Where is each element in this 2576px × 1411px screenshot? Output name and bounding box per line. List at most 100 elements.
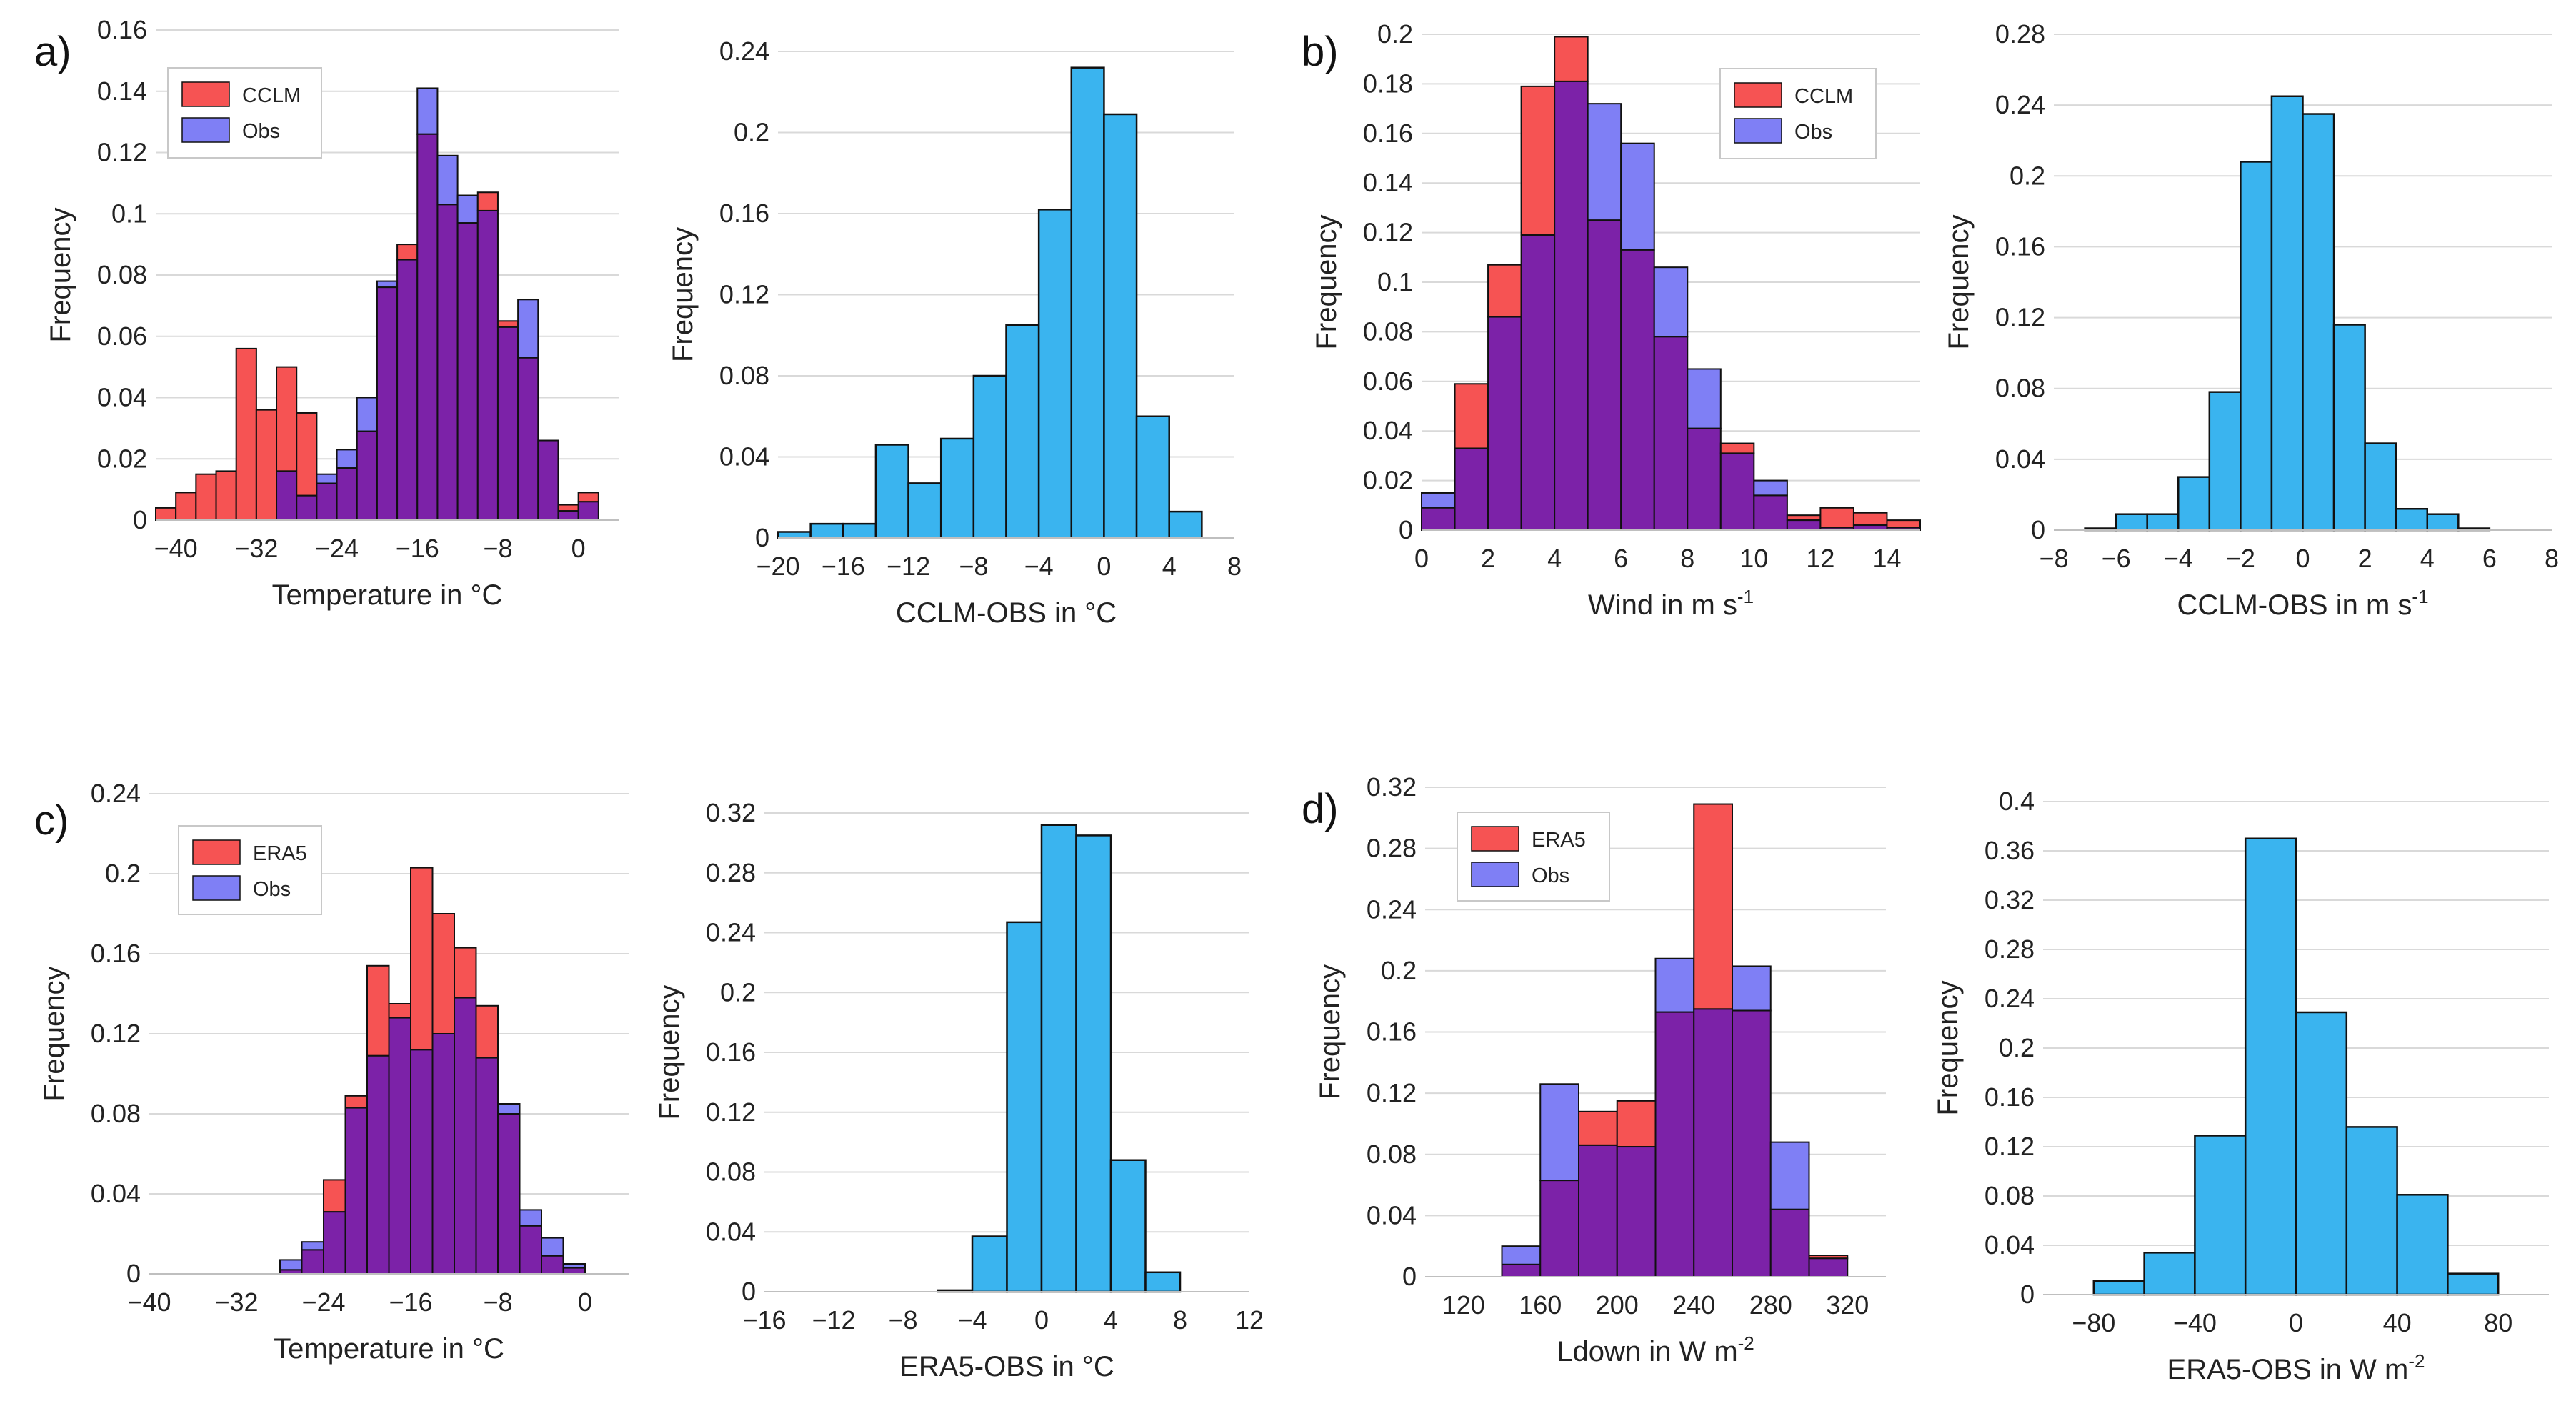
bar-overlap [562,1267,586,1275]
x-tick-label: −4 [2164,544,2193,573]
bar [1005,324,1040,539]
bar [2332,324,2366,532]
bar-excess [1616,1100,1657,1148]
x-tick-label: 0 [1034,1305,1049,1335]
x-tick-label: 280 [1749,1290,1792,1320]
legend-swatch [181,117,230,143]
bar-overlap [1421,507,1456,532]
bar-excess [1769,1141,1810,1210]
y-tick-label: 0.06 [1363,367,1413,396]
y-tick-label: 0.02 [97,444,147,473]
chart-a-left: 0 0.02 0.04 0.06 0.08 0.1 0.12 0.14 0.16 −40 −32 −2… [34,15,619,611]
bar-overlap [1693,1008,1733,1277]
x-tick-label: 0 [571,534,586,563]
x-tick-label: 4 [1162,552,1177,581]
x-tick-label: −12 [887,552,930,581]
bar-overlap [296,494,318,522]
bar-excess [276,366,298,472]
x-tick-label: −16 [396,534,439,563]
y-tick-label: 0 [126,1259,141,1288]
bar-overlap [1687,427,1722,531]
y-tick-label: 0.4 [1999,787,2035,816]
bar-excess [1654,957,1695,1013]
legend-swatch [1471,826,1519,852]
y-tick-label: 0.02 [1363,466,1413,495]
bar-overlap [416,133,439,521]
x-axis-label: CCLM-OBS in m s-1 [2177,586,2428,621]
x-tick-label: 320 [1826,1290,1869,1320]
bar [2244,837,2297,1296]
bar-overlap [497,1113,521,1275]
bar-overlap [1653,336,1689,531]
x-tick-label: 240 [1672,1290,1715,1320]
x-tick-label: −40 [2173,1308,2217,1337]
x-axis-label: CCLM-OBS in °C [896,597,1117,629]
bar [2240,161,2273,532]
bar-excess [475,1004,499,1059]
x-axis-label: ERA5-OBS in °C [899,1351,1114,1382]
x-tick-label: 12 [1806,544,1834,573]
y-tick-label: 0.2 [720,977,756,1007]
bar-overlap [316,482,338,521]
x-tick-label: 0 [2295,544,2310,573]
bar [972,374,1007,539]
legend: CCLM Obs [167,67,322,159]
y-tick-label: 0.24 [1985,984,2035,1013]
bar-overlap [436,204,459,521]
chart-d-left: 0 0.04 0.08 0.12 0.16 0.2 0.24 0.28 0.32 120 160 20… [1302,772,1886,1367]
bar-excess [316,473,338,484]
y-tick-label: 0 [755,523,769,552]
bar-excess [195,473,217,521]
bar-overlap [454,997,477,1275]
y-tick-label: 0.1 [111,199,147,228]
y-tick-label: 0.12 [1367,1078,1417,1107]
bar-overlap [577,501,599,522]
bar [1075,834,1112,1293]
bar-excess [1852,512,1888,527]
y-tick-label: 0.16 [1367,1017,1417,1047]
x-tick-label: −40 [154,534,198,563]
bar [1040,824,1077,1293]
y-tick-label: 0.12 [719,280,769,309]
bar [2146,513,2180,532]
bar [2194,1135,2247,1296]
bar-excess [436,154,459,206]
bar-overlap [557,510,579,522]
x-tick-label: 4 [1547,544,1562,573]
y-tick-label: 0.08 [1367,1140,1417,1169]
x-axis-label-superscript: -1 [2412,586,2428,607]
bar-overlap [301,1249,324,1275]
legend-entry: CCLM [1794,85,1853,108]
x-tick-label: 0 [1097,552,1111,581]
x-tick-label: −32 [234,534,278,563]
bar-overlap [431,1033,455,1275]
bar-excess [1501,1245,1542,1265]
bar-overlap [1539,1180,1579,1277]
bar [1109,1159,1147,1293]
bar-excess [454,947,477,999]
y-tick-label: 0 [1399,515,1413,544]
bar-overlap [356,430,378,521]
bar-overlap [1654,1011,1695,1277]
bar-excess [356,397,378,432]
bar-excess [279,1259,303,1271]
bar [842,522,877,539]
y-tick-label: 0.28 [1367,834,1417,863]
bar-excess [1587,103,1622,221]
x-tick-label: 10 [1739,544,1768,573]
y-tick-label: 0.2 [1381,956,1417,985]
y-axis-label: Frequency [1314,964,1346,1100]
x-tick-label: 4 [2420,544,2435,573]
y-tick-label: 0 [742,1277,756,1306]
x-tick-label: 120 [1442,1290,1485,1320]
x-tick-label: −20 [756,552,799,581]
bar [2270,95,2304,532]
x-tick-label: 40 [2383,1308,2412,1337]
bar-excess [577,492,599,503]
y-tick-label: 0.28 [706,858,756,887]
bar-overlap [1578,1144,1618,1277]
x-tick-label: −6 [2102,544,2131,573]
y-tick-label: 0.04 [1363,416,1413,445]
bar-excess [323,1179,346,1213]
